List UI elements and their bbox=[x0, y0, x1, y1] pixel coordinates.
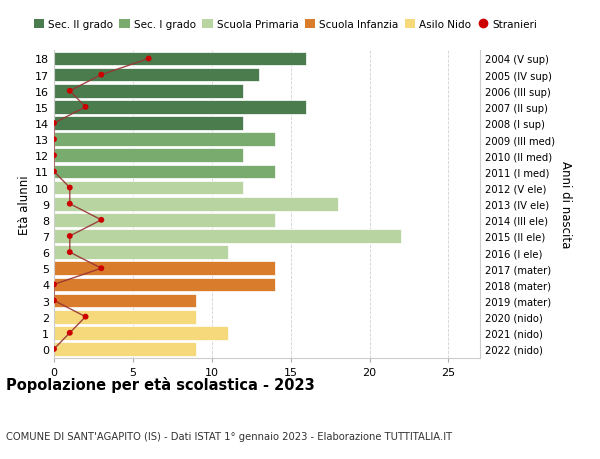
Bar bbox=[54, 262, 275, 275]
Point bbox=[81, 104, 91, 112]
Point bbox=[49, 281, 59, 288]
Bar bbox=[54, 149, 244, 163]
Bar bbox=[54, 117, 244, 131]
Y-axis label: Età alunni: Età alunni bbox=[18, 174, 31, 234]
Point bbox=[49, 297, 59, 304]
Point bbox=[65, 330, 74, 337]
Point bbox=[97, 72, 106, 79]
Bar bbox=[54, 181, 244, 195]
Point bbox=[49, 136, 59, 144]
Point bbox=[49, 152, 59, 160]
Bar bbox=[54, 101, 307, 114]
Point bbox=[49, 168, 59, 176]
Point bbox=[65, 201, 74, 208]
Point bbox=[49, 346, 59, 353]
Bar bbox=[54, 133, 275, 147]
Point bbox=[65, 233, 74, 240]
Point bbox=[65, 88, 74, 95]
Point bbox=[81, 313, 91, 321]
Bar bbox=[54, 165, 275, 179]
Bar bbox=[54, 197, 338, 211]
Bar bbox=[54, 326, 227, 340]
Point bbox=[97, 217, 106, 224]
Bar bbox=[54, 342, 196, 356]
Bar bbox=[54, 230, 401, 243]
Bar bbox=[54, 213, 275, 227]
Text: COMUNE DI SANT'AGAPITO (IS) - Dati ISTAT 1° gennaio 2023 - Elaborazione TUTTITAL: COMUNE DI SANT'AGAPITO (IS) - Dati ISTAT… bbox=[6, 431, 452, 441]
Bar bbox=[54, 310, 196, 324]
Point bbox=[144, 56, 154, 63]
Point bbox=[49, 120, 59, 128]
Bar bbox=[54, 246, 227, 259]
Bar bbox=[54, 68, 259, 82]
Point bbox=[97, 265, 106, 272]
Legend: Sec. II grado, Sec. I grado, Scuola Primaria, Scuola Infanzia, Asilo Nido, Stran: Sec. II grado, Sec. I grado, Scuola Prim… bbox=[29, 16, 541, 34]
Point bbox=[65, 185, 74, 192]
Bar bbox=[54, 294, 196, 308]
Point bbox=[65, 249, 74, 256]
Y-axis label: Anni di nascita: Anni di nascita bbox=[559, 161, 572, 248]
Bar bbox=[54, 85, 244, 98]
Text: Popolazione per età scolastica - 2023: Popolazione per età scolastica - 2023 bbox=[6, 376, 315, 392]
Bar bbox=[54, 52, 307, 66]
Bar bbox=[54, 278, 275, 291]
